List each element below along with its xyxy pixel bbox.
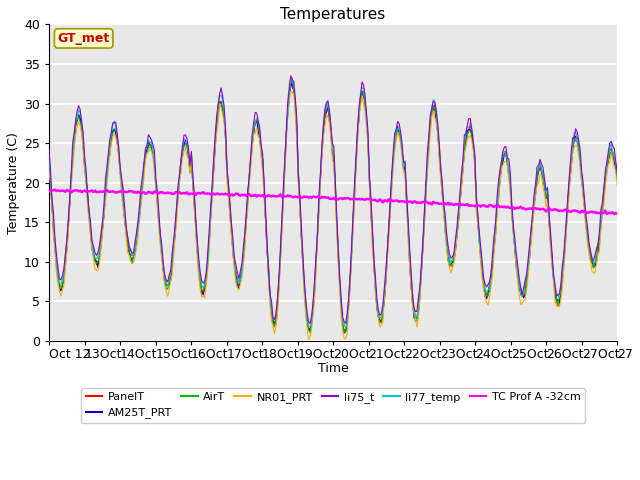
Text: GT_met: GT_met — [58, 32, 110, 45]
Title: Temperatures: Temperatures — [280, 7, 386, 22]
Y-axis label: Temperature (C): Temperature (C) — [7, 132, 20, 234]
X-axis label: Time: Time — [317, 362, 348, 375]
Legend: PanelT, AM25T_PRT, AirT, NR01_PRT, li75_t, li77_temp, TC Prof A -32cm: PanelT, AM25T_PRT, AirT, NR01_PRT, li75_… — [81, 387, 585, 423]
